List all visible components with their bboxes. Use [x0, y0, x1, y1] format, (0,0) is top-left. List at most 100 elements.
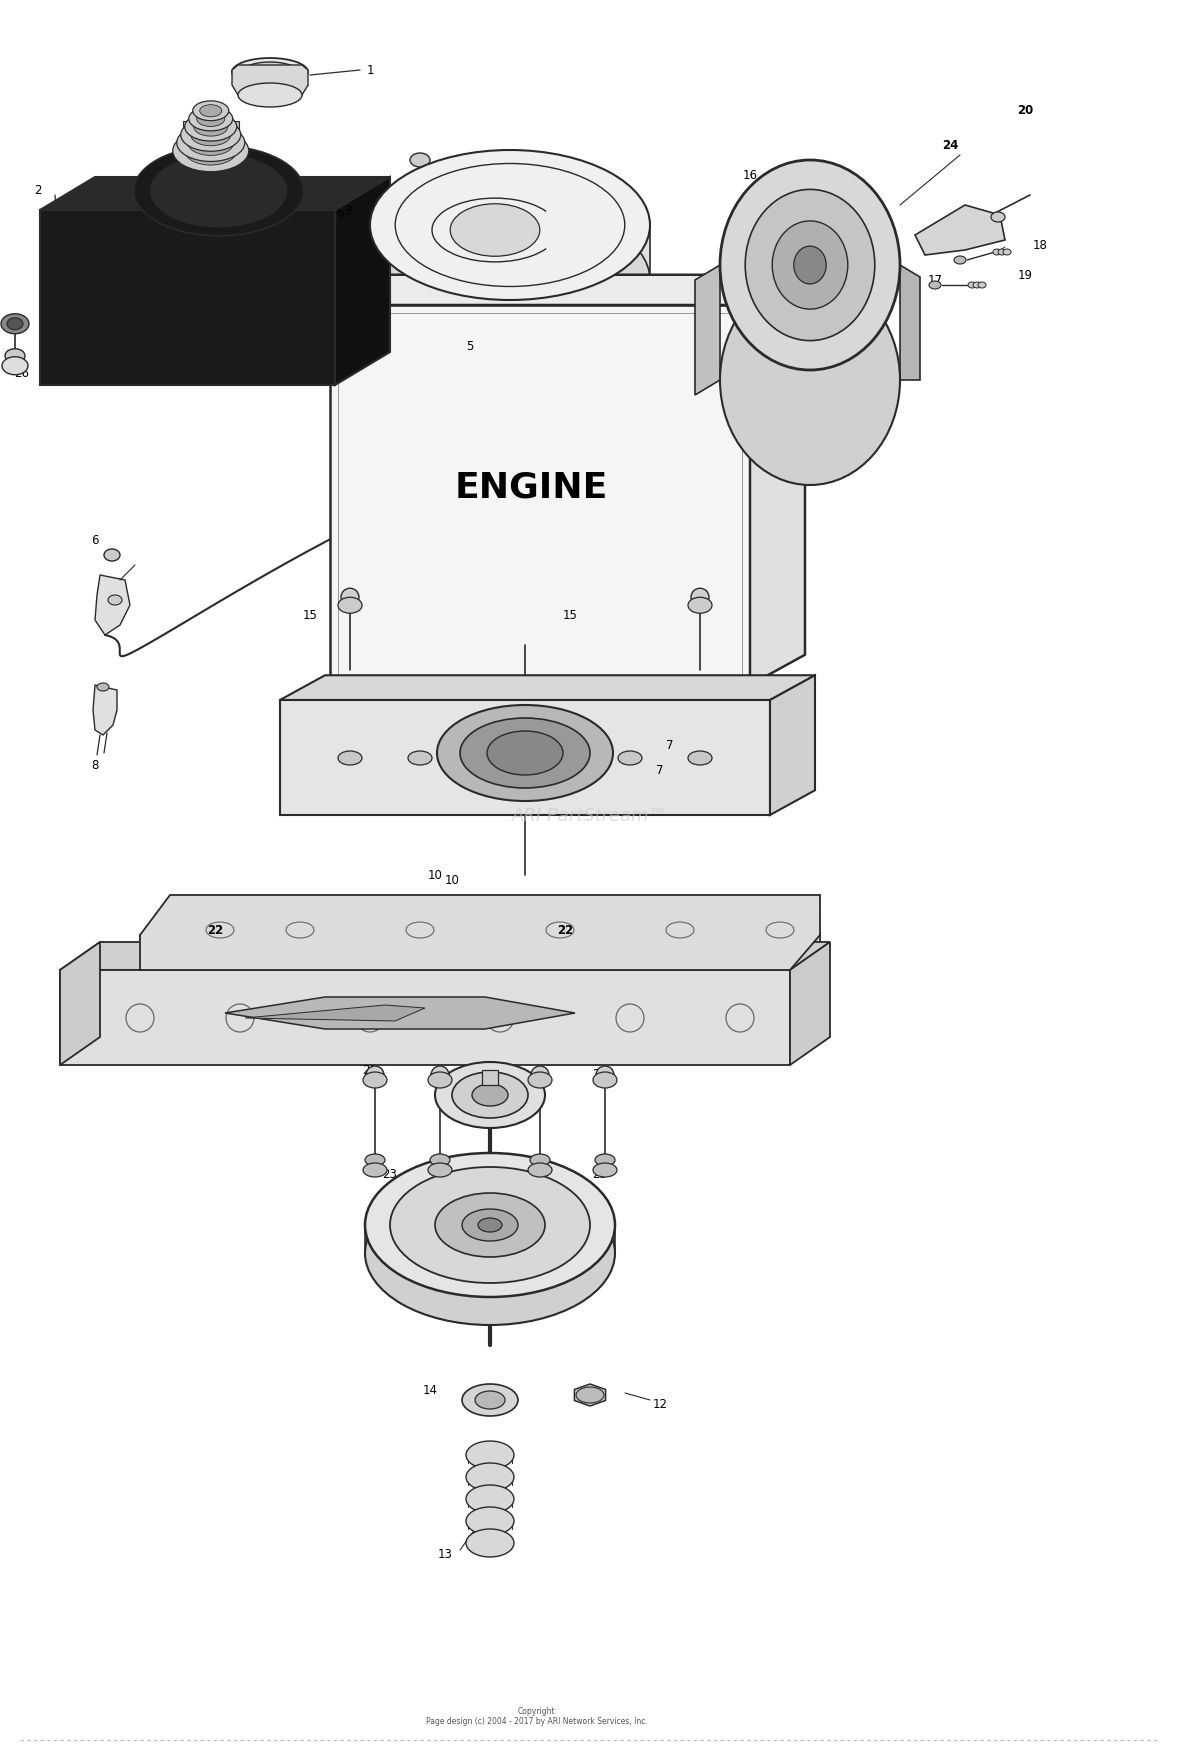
Text: 22: 22: [206, 923, 223, 937]
Ellipse shape: [596, 1065, 614, 1085]
Ellipse shape: [417, 168, 433, 177]
Polygon shape: [481, 1071, 498, 1085]
Text: ENGINE: ENGINE: [455, 470, 608, 504]
Ellipse shape: [337, 597, 362, 612]
Ellipse shape: [371, 149, 650, 300]
Ellipse shape: [478, 1218, 502, 1232]
Polygon shape: [335, 177, 391, 384]
Ellipse shape: [104, 549, 120, 562]
Text: 6: 6: [91, 534, 99, 546]
Ellipse shape: [1003, 249, 1011, 254]
Ellipse shape: [172, 130, 249, 172]
Text: 5: 5: [466, 340, 473, 353]
Polygon shape: [365, 1225, 615, 1253]
Polygon shape: [60, 942, 100, 1065]
Polygon shape: [575, 1385, 605, 1406]
Text: 14: 14: [422, 1383, 438, 1397]
Text: 21: 21: [592, 1069, 608, 1081]
Text: 1: 1: [366, 63, 374, 77]
Ellipse shape: [177, 125, 244, 161]
Ellipse shape: [391, 332, 409, 344]
Ellipse shape: [185, 112, 237, 140]
Ellipse shape: [2, 356, 28, 376]
Ellipse shape: [953, 256, 966, 263]
Ellipse shape: [994, 249, 1001, 254]
Ellipse shape: [451, 204, 539, 256]
Polygon shape: [245, 1006, 425, 1021]
Ellipse shape: [460, 718, 590, 788]
Polygon shape: [96, 576, 130, 635]
Ellipse shape: [594, 1072, 617, 1088]
Ellipse shape: [466, 1485, 514, 1513]
Text: 24: 24: [942, 139, 958, 151]
Text: 20: 20: [1017, 104, 1034, 116]
Ellipse shape: [929, 281, 940, 290]
Ellipse shape: [232, 58, 308, 86]
Polygon shape: [225, 997, 575, 1028]
Ellipse shape: [401, 288, 419, 300]
Polygon shape: [789, 942, 830, 1065]
Text: 9: 9: [345, 204, 352, 216]
Text: 11: 11: [420, 1258, 435, 1272]
Polygon shape: [60, 942, 830, 971]
Ellipse shape: [452, 1072, 527, 1118]
Ellipse shape: [430, 1155, 450, 1165]
Ellipse shape: [431, 1065, 450, 1085]
Text: Copyright
Page design (c) 2004 - 2017 by ARI Network Services, Inc.: Copyright Page design (c) 2004 - 2017 by…: [426, 1706, 648, 1727]
Ellipse shape: [197, 111, 224, 126]
Polygon shape: [750, 276, 805, 684]
Polygon shape: [140, 935, 820, 1006]
Ellipse shape: [385, 346, 399, 356]
Text: 12: 12: [653, 1399, 668, 1411]
Ellipse shape: [341, 588, 359, 605]
Ellipse shape: [576, 1386, 604, 1402]
Ellipse shape: [5, 349, 25, 363]
Ellipse shape: [435, 1193, 545, 1257]
Text: 10: 10: [427, 869, 442, 881]
Ellipse shape: [530, 1155, 550, 1165]
Polygon shape: [914, 205, 1005, 254]
Text: 15: 15: [563, 609, 577, 621]
Ellipse shape: [618, 751, 642, 765]
Ellipse shape: [688, 751, 712, 765]
Ellipse shape: [463, 1209, 518, 1241]
Ellipse shape: [466, 1464, 514, 1492]
Ellipse shape: [365, 1155, 385, 1165]
Polygon shape: [771, 676, 815, 814]
Ellipse shape: [998, 249, 1007, 254]
Ellipse shape: [365, 1181, 615, 1325]
Ellipse shape: [199, 105, 222, 118]
Ellipse shape: [688, 597, 712, 612]
Text: 8: 8: [91, 758, 99, 772]
Ellipse shape: [772, 221, 847, 309]
Bar: [330, 305, 750, 684]
Ellipse shape: [594, 1164, 617, 1178]
Polygon shape: [183, 121, 238, 151]
Text: 23: 23: [592, 1169, 608, 1181]
Text: 16: 16: [742, 168, 758, 181]
Polygon shape: [232, 65, 308, 95]
Ellipse shape: [974, 283, 981, 288]
Ellipse shape: [365, 1153, 615, 1297]
Text: 7: 7: [656, 763, 663, 776]
Ellipse shape: [242, 61, 299, 82]
Ellipse shape: [391, 1167, 590, 1283]
Ellipse shape: [363, 1072, 387, 1088]
Text: 19: 19: [1017, 269, 1032, 281]
Polygon shape: [371, 225, 650, 281]
Ellipse shape: [97, 683, 109, 691]
Text: ARI PartStream™: ARI PartStream™: [512, 807, 668, 825]
Text: 3: 3: [477, 149, 484, 163]
Ellipse shape: [109, 595, 122, 605]
Bar: [60, 971, 789, 1065]
Ellipse shape: [7, 318, 22, 330]
Polygon shape: [330, 276, 805, 305]
Polygon shape: [140, 895, 820, 971]
Ellipse shape: [978, 283, 986, 288]
Ellipse shape: [395, 298, 409, 309]
Ellipse shape: [595, 1155, 615, 1165]
Ellipse shape: [527, 1164, 552, 1178]
Text: 26: 26: [14, 367, 30, 381]
Polygon shape: [695, 265, 720, 395]
Ellipse shape: [466, 1441, 514, 1469]
